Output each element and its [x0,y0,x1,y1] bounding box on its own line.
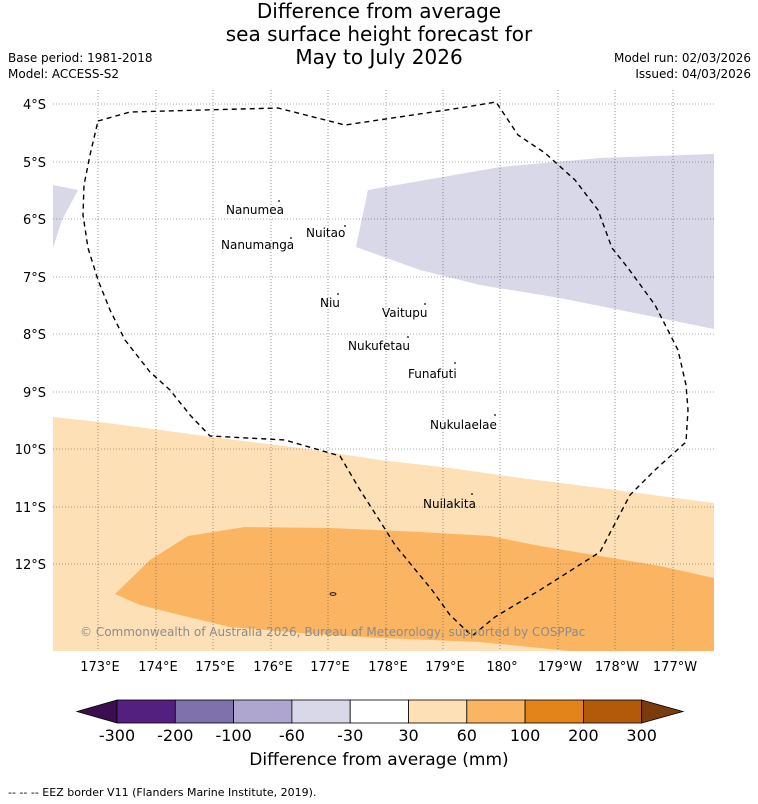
lon-label: 180° [486,660,517,675]
colorbar-swatch [583,699,643,724]
colorbar-swatch [174,699,235,724]
lat-label: 5°S [23,156,46,171]
lat-label: 10°S [15,443,46,458]
island-label-funafuti: Funafuti [408,367,457,381]
lon-label: 174°E [138,660,178,675]
island-label-nuitao: Nuitao [306,226,345,240]
colorbar-swatch [349,699,409,724]
colorbar [75,699,685,724]
island-label-nuilakita: Nuilakita [423,497,476,511]
eez-footnote: -- -- -- EEZ border V11 (Flanders Marine… [8,786,317,799]
colorbar-swatch [466,699,526,724]
copyright-notice: © Commonwealth of Australia 2026, Bureau… [80,625,586,639]
colorbar-swatch [116,699,176,724]
title-line-1: Difference from average [256,0,502,23]
lon-label: 177°W [653,660,697,675]
colorbar-tick-label: -30 [337,726,364,745]
lat-label: 8°S [23,328,46,343]
colorbar-swatch [524,699,584,724]
island-markers [278,200,496,596]
colorbar-tick-label: -100 [215,726,252,745]
base-period: Base period: 1981-2018 [8,51,153,65]
anomaly-region-negative-east [356,154,714,329]
island-label-nanumea: Nanumea [226,203,284,217]
island-label-nukulaelae: Nukulaelae [430,418,497,432]
island-label-nanumanga: Nanumanga [221,238,294,252]
lon-label: 176°E [253,660,293,675]
lon-label: 179°E [425,660,465,675]
colorbar-tick-label: 60 [456,726,477,745]
lon-label: 178°W [595,660,639,675]
eez-border [82,101,689,637]
map-area [53,90,714,651]
anomaly-region-negative-west [53,185,78,248]
model-name: Model: ACCESS-S2 [8,67,120,81]
colorbar-extend-low [75,699,118,724]
colorbar-extend-high [641,699,685,724]
graticule [53,90,714,651]
model-run: Model run: 02/03/2026 [613,51,751,65]
lat-label: 7°S [23,271,46,286]
title-line-3: May to July 2026 [295,45,463,69]
colorbar-tick-label: -200 [157,726,194,745]
lon-label: 175°E [195,660,235,675]
colorbar-tick-label: 300 [626,726,657,745]
colorbar-tick-label: 100 [509,726,541,745]
colorbar-label: Difference from average (mm) [249,750,509,770]
lat-label: 9°S [23,386,46,401]
lat-label: 12°S [15,558,46,573]
anomaly-region-positive-medium [115,527,714,651]
title-line-2: sea surface height forecast for [225,22,533,46]
colorbar-swatch [291,699,351,724]
issued-date: Issued: 04/03/2026 [635,67,751,81]
island-labels: Nanumea Nuitao Nanumanga Niu Vaitupu Nukufeta… [221,203,497,511]
lon-label: 177°E [310,660,350,675]
lat-label: 6°S [23,213,46,228]
colorbar-tick-label: -60 [278,726,305,745]
colorbar-tick-label: 200 [568,726,599,745]
axis-labels: 4°S 5°S 6°S 7°S 8°S 9°S 10°S 11°S 12°S 173°E 174°E… [15,98,698,675]
colorbar-swatch [233,699,293,724]
colorbar-tick-label: 30 [398,726,419,745]
lat-label: 4°S [23,98,46,113]
colorbar-tick-label: -300 [98,726,136,745]
lon-label: 178°E [368,660,408,675]
lat-label: 11°S [15,501,46,516]
island-label-niu: Niu [320,296,340,310]
island-label-nukufetau: Nukufetau [348,339,410,353]
island-label-vaitupu: Vaitupu [382,306,428,320]
lon-label: 179°W [538,660,582,675]
lon-label: 173°E [80,660,120,675]
colorbar-swatch [408,699,468,724]
